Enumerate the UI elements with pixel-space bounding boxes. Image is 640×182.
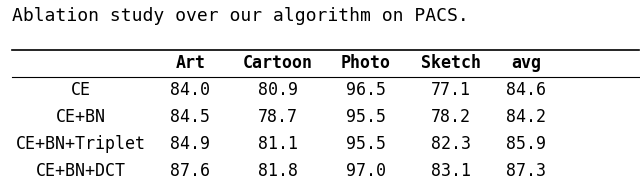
Text: 77.1: 77.1 [431,81,470,99]
Text: avg: avg [511,54,541,72]
Text: 81.1: 81.1 [258,135,298,153]
Text: 81.8: 81.8 [258,162,298,180]
Text: CE+BN+Triplet: CE+BN+Triplet [16,135,146,153]
Text: 78.2: 78.2 [431,108,470,126]
Text: 84.9: 84.9 [170,135,211,153]
Text: Cartoon: Cartoon [243,54,313,72]
Text: 84.5: 84.5 [170,108,211,126]
Text: Art: Art [175,54,205,72]
Text: 83.1: 83.1 [431,162,470,180]
Text: 78.7: 78.7 [258,108,298,126]
Text: CE: CE [71,81,91,99]
Text: 95.5: 95.5 [346,108,386,126]
Text: 96.5: 96.5 [346,81,386,99]
Text: 82.3: 82.3 [431,135,470,153]
Text: 87.6: 87.6 [170,162,211,180]
Text: CE+BN: CE+BN [56,108,106,126]
Text: 87.3: 87.3 [506,162,546,180]
Text: 84.0: 84.0 [170,81,211,99]
Text: 95.5: 95.5 [346,135,386,153]
Text: 84.2: 84.2 [506,108,546,126]
Text: Photo: Photo [341,54,391,72]
Text: 85.9: 85.9 [506,135,546,153]
Text: 97.0: 97.0 [346,162,386,180]
Text: Ablation study over our algorithm on PACS.: Ablation study over our algorithm on PAC… [12,7,468,25]
Text: 84.6: 84.6 [506,81,546,99]
Text: CE+BN+DCT: CE+BN+DCT [36,162,126,180]
Text: 80.9: 80.9 [258,81,298,99]
Text: Sketch: Sketch [420,54,481,72]
